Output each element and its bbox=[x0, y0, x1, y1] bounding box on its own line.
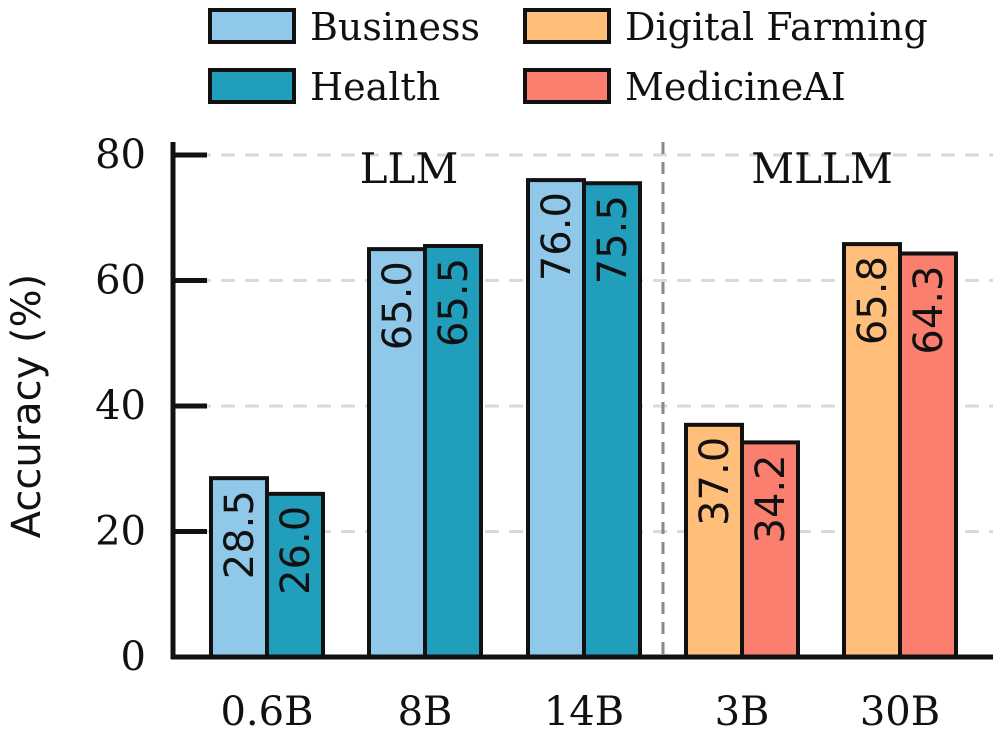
y-tick-label: 80 bbox=[95, 132, 146, 178]
legend-swatch-business bbox=[208, 8, 296, 44]
legend-swatch-medicineai bbox=[523, 68, 611, 104]
bar-value-label: 76.0 bbox=[534, 192, 580, 281]
bar-value-label: 34.2 bbox=[748, 454, 794, 543]
y-tick-label: 20 bbox=[95, 509, 146, 555]
x-tick-label: 30B bbox=[860, 689, 940, 734]
bar-medicineai-30b bbox=[898, 251, 958, 660]
bar-digital-farming-3b bbox=[684, 422, 744, 660]
bar-health-8b bbox=[423, 243, 483, 660]
y-tick-label: 60 bbox=[95, 258, 146, 304]
bar-value-label: 37.0 bbox=[692, 437, 738, 526]
y-tick-label: 0 bbox=[121, 634, 146, 680]
bar-value-label: 65.0 bbox=[375, 261, 421, 350]
group-label-mllm: MLLM bbox=[751, 144, 893, 193]
legend-swatch-digital-farming bbox=[523, 8, 611, 44]
group-label-llm: LLM bbox=[360, 144, 459, 193]
y-axis-title: Accuracy (%) bbox=[4, 274, 50, 539]
bar-medicineai-3b bbox=[740, 440, 800, 659]
legend-swatch-health bbox=[208, 68, 296, 104]
x-tick-label: 8B bbox=[398, 689, 453, 734]
x-tick-label: 0.6B bbox=[220, 689, 313, 734]
x-tick-label: 3B bbox=[715, 689, 770, 734]
bar-value-label: 28.5 bbox=[217, 490, 263, 579]
legend-label-business: Business bbox=[310, 5, 480, 49]
bar-value-label: 26.0 bbox=[273, 506, 319, 595]
legend-label-health: Health bbox=[310, 65, 440, 109]
x-tick-label: 14B bbox=[544, 689, 624, 734]
legend-label-medicineai: MedicineAI bbox=[625, 65, 846, 109]
bar-value-label: 75.5 bbox=[590, 195, 636, 284]
bar-value-label: 64.3 bbox=[906, 266, 952, 355]
y-tick-label: 40 bbox=[95, 383, 146, 429]
bar-value-label: 65.8 bbox=[850, 256, 896, 345]
legend-label-digital-farming: Digital Farming bbox=[625, 5, 928, 49]
bar-value-label: 65.5 bbox=[431, 258, 477, 347]
